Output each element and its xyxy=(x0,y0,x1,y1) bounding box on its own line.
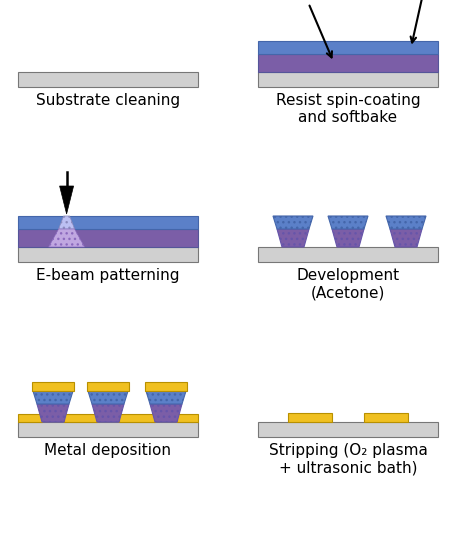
Bar xyxy=(258,422,438,437)
Polygon shape xyxy=(88,391,128,404)
Bar xyxy=(87,382,129,391)
Bar xyxy=(364,413,408,422)
Polygon shape xyxy=(37,404,69,422)
Polygon shape xyxy=(146,391,186,404)
Bar xyxy=(18,216,198,229)
Polygon shape xyxy=(332,229,364,247)
Bar xyxy=(258,247,438,262)
Bar xyxy=(119,414,155,422)
Bar xyxy=(32,382,74,391)
Text: E-beam patterning: E-beam patterning xyxy=(36,268,180,283)
Polygon shape xyxy=(49,229,84,247)
Bar xyxy=(18,229,198,247)
Bar xyxy=(18,247,198,262)
Bar xyxy=(177,414,198,422)
Bar xyxy=(18,422,198,437)
Bar xyxy=(258,54,438,72)
Bar xyxy=(18,72,198,87)
Polygon shape xyxy=(59,216,74,229)
Text: P(MMA-MAA): P(MMA-MAA) xyxy=(306,0,391,1)
Text: Substrate cleaning: Substrate cleaning xyxy=(36,93,180,108)
Polygon shape xyxy=(390,229,422,247)
Polygon shape xyxy=(150,404,182,422)
Bar xyxy=(258,72,438,87)
Polygon shape xyxy=(328,216,368,229)
Bar xyxy=(18,414,42,422)
Polygon shape xyxy=(33,391,73,404)
Text: Metal deposition: Metal deposition xyxy=(45,443,172,458)
Polygon shape xyxy=(277,229,309,247)
Polygon shape xyxy=(386,216,426,229)
Polygon shape xyxy=(60,186,73,214)
Bar xyxy=(258,41,438,54)
Text: Development
(Acetone): Development (Acetone) xyxy=(296,268,400,300)
Text: Resist spin-coating
and softbake: Resist spin-coating and softbake xyxy=(276,93,420,125)
Text: Stripping (O₂ plasma
+ ultrasonic bath): Stripping (O₂ plasma + ultrasonic bath) xyxy=(269,443,428,475)
Bar xyxy=(288,413,332,422)
Polygon shape xyxy=(92,404,124,422)
Bar xyxy=(145,382,187,391)
Polygon shape xyxy=(273,216,313,229)
Bar xyxy=(64,414,97,422)
